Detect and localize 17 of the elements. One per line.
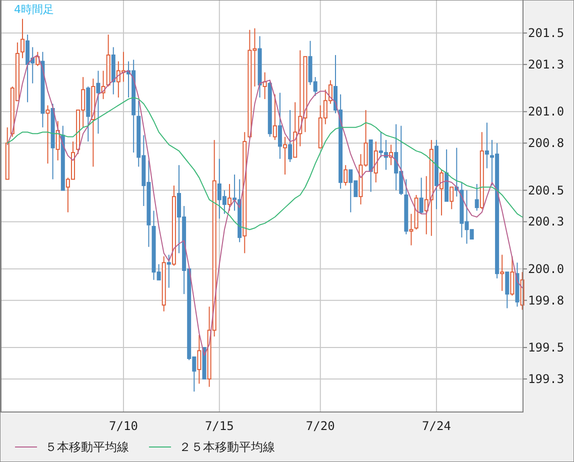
y-tick-label: 200.5 (528, 183, 564, 198)
legend-label: ５本移動平均線 (45, 440, 129, 454)
y-tick-label: 199.8 (528, 293, 564, 308)
y-tick-label: 200.3 (528, 214, 564, 229)
y-tick-label: 199.3 (528, 372, 564, 386)
chart-title: 4時間足 (14, 3, 54, 16)
y-tick-label: 201.3 (528, 57, 564, 72)
x-tick-label: 7/20 (306, 419, 335, 433)
y-tick-label: 200.0 (528, 262, 564, 276)
y-tick-label: 200.8 (528, 136, 564, 150)
x-tick-label: 7/15 (204, 419, 234, 433)
y-tick-label: 201.5 (528, 26, 564, 40)
x-tick-label: 7/10 (109, 419, 138, 433)
y-tick-label: 199.5 (528, 340, 564, 355)
y-tick-label: 201.0 (528, 104, 564, 119)
legend-label: ２５本移動平均線 (179, 440, 275, 454)
x-tick-label: 7/24 (422, 419, 451, 433)
